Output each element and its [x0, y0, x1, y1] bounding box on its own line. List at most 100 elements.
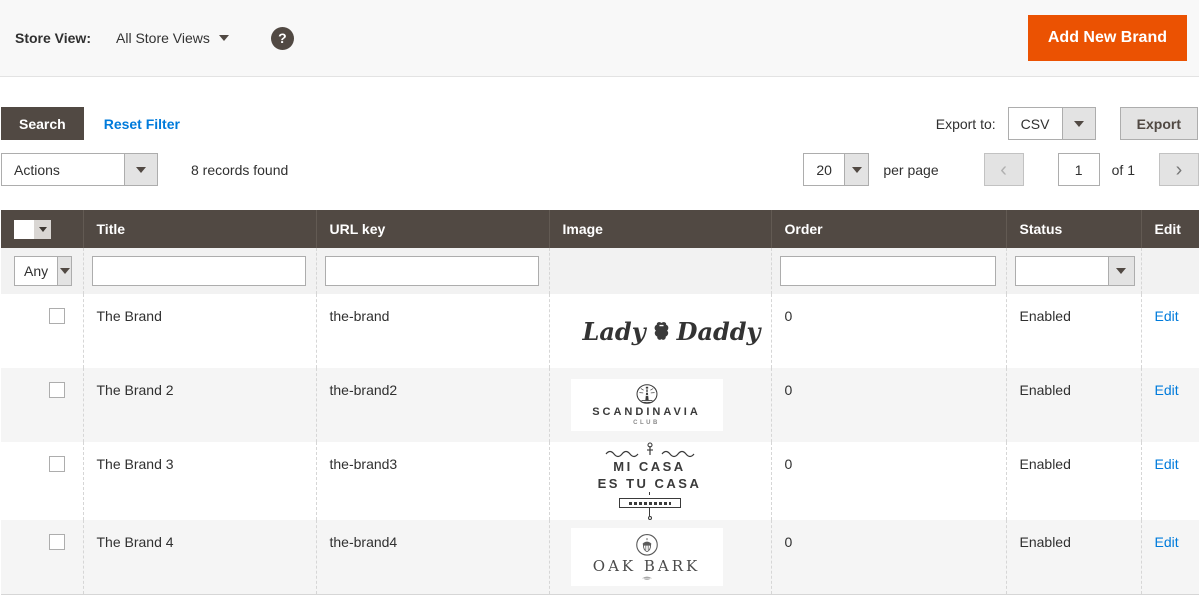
logo-line: CLUB [633, 420, 660, 426]
acorn-icon [635, 533, 658, 556]
row-checkbox[interactable] [49, 534, 65, 550]
help-icon[interactable]: ? [270, 26, 294, 50]
logo-line: MI CASA [613, 459, 686, 474]
search-toolbar: Search Reset Filter Export to: CSV Expor… [1, 107, 1199, 140]
search-button[interactable]: Search [1, 107, 84, 140]
title-filter-input[interactable] [91, 256, 306, 286]
page-number-input[interactable] [1057, 153, 1100, 186]
reset-filter-link[interactable]: Reset Filter [103, 115, 180, 132]
cell-status: Enabled [1005, 442, 1141, 520]
next-page-button[interactable]: › [1159, 153, 1199, 186]
logo-word: Lady [582, 316, 646, 346]
column-header-image[interactable]: Image [548, 210, 771, 248]
url-key-filter-input[interactable] [324, 256, 539, 286]
cell-status: Enabled [1005, 520, 1141, 594]
add-new-brand-button[interactable]: Add New Brand [1027, 15, 1187, 61]
select-all-checkbox[interactable] [14, 219, 34, 239]
cell-url-key: the-brand2 [315, 368, 549, 442]
row-checkbox[interactable] [49, 382, 65, 398]
actions-value: Actions [14, 161, 60, 178]
export-format-select[interactable]: CSV [1007, 107, 1096, 140]
cell-image: OAK BARK [548, 520, 771, 594]
grid-header-row: Title URL key Image Order Status Edit [1, 210, 1199, 248]
logo-line: ES TU CASA [597, 476, 702, 491]
chevron-down-icon [843, 154, 869, 185]
brand-logo-mi-casa: MI CASA ES TU CASA [595, 442, 705, 520]
logo-word: Daddy [676, 316, 761, 346]
store-view-label: Store View: [15, 30, 91, 46]
status-filter-value [1016, 257, 1034, 285]
leaf-icon [641, 576, 652, 581]
store-view-value: All Store Views [116, 30, 210, 46]
column-header-order[interactable]: Order [770, 210, 1006, 248]
logo-line: SCANDINAVIA [592, 406, 701, 418]
table-row: The Brand the-brand Lady Daddy 0 Enabled… [1, 294, 1199, 368]
per-page-select[interactable]: 20 [803, 153, 870, 186]
cell-order: 0 [770, 294, 1006, 368]
column-header-edit: Edit [1140, 210, 1199, 248]
actions-select[interactable]: Actions [1, 153, 158, 186]
edit-link[interactable]: Edit [1154, 308, 1179, 324]
pin-ornament [649, 492, 650, 495]
records-found-text: 8 records found [191, 161, 289, 178]
edit-link[interactable]: Edit [1154, 534, 1179, 550]
brands-grid: Title URL key Image Order Status Edit An… [1, 210, 1199, 595]
mass-filter-any-select[interactable]: Any [14, 256, 72, 286]
per-page-value: 20 [816, 161, 832, 178]
edit-link[interactable]: Edit [1154, 456, 1179, 472]
ribbon-box-ornament [618, 498, 681, 508]
table-row: The Brand 2 the-brand2 [1, 368, 1199, 442]
previous-page-button[interactable]: ‹ [983, 153, 1024, 186]
chevron-down-icon [1107, 257, 1134, 285]
export-format-value: CSV [1020, 115, 1050, 132]
cell-title: The Brand 4 [82, 520, 316, 594]
table-row: The Brand 4 the-brand4 OAK BARK [1, 520, 1199, 594]
brand-logo-scandinavia-club: SCANDINAVIA CLUB [570, 379, 723, 431]
cell-title: The Brand [82, 294, 316, 368]
page-header: Store View: All Store Views ? Add New Br… [0, 0, 1199, 77]
cell-image: SCANDINAVIA CLUB [548, 368, 771, 442]
table-row: The Brand 3 the-brand3 MI CASA ES TU CAS… [1, 442, 1199, 520]
logo-line: OAK BARK [592, 557, 701, 576]
mass-select-dropdown[interactable] [34, 219, 51, 239]
grid-filter-row: Any [1, 248, 1199, 294]
store-view-switcher[interactable]: All Store Views [116, 30, 229, 46]
cell-status: Enabled [1005, 368, 1141, 442]
grid-controls: Actions 8 records found 20 per page ‹ of… [1, 153, 1199, 186]
dot-ornament [647, 516, 652, 520]
order-filter-input[interactable] [779, 256, 996, 286]
pin-ornament [649, 508, 650, 516]
edit-link[interactable]: Edit [1154, 382, 1179, 398]
cell-url-key: the-brand [315, 294, 549, 368]
column-header-url-key[interactable]: URL key [315, 210, 549, 248]
row-checkbox[interactable] [49, 308, 65, 324]
row-checkbox[interactable] [49, 456, 65, 472]
chevron-down-icon [124, 154, 157, 185]
export-button[interactable]: Export [1119, 107, 1198, 140]
brand-logo-lady-daddy: Lady Daddy [583, 317, 761, 346]
column-header-title[interactable]: Title [82, 210, 316, 248]
total-pages-label: of 1 [1111, 161, 1135, 178]
leather-hide-icon [654, 321, 669, 340]
lighthouse-icon [636, 384, 657, 404]
cell-order: 0 [770, 520, 1006, 594]
status-filter-select[interactable] [1014, 256, 1135, 286]
select-all-header [1, 210, 83, 248]
cell-title: The Brand 2 [82, 368, 316, 442]
any-filter-value: Any [24, 263, 49, 279]
chevron-down-icon [57, 257, 71, 285]
column-header-status[interactable]: Status [1005, 210, 1141, 248]
chevron-down-icon [38, 226, 47, 232]
cell-url-key: the-brand3 [315, 442, 549, 520]
cell-order: 0 [770, 442, 1006, 520]
cell-title: The Brand 3 [82, 442, 316, 520]
brand-logo-oak-bark: OAK BARK [570, 527, 723, 586]
wave-ornament-icon [605, 442, 694, 458]
cell-order: 0 [770, 368, 1006, 442]
chevron-down-icon [1061, 108, 1095, 139]
per-page-label: per page [883, 161, 939, 178]
cell-image: MI CASA ES TU CASA [548, 442, 771, 520]
cell-url-key: the-brand4 [315, 520, 549, 594]
cell-status: Enabled [1005, 294, 1141, 368]
cell-image: Lady Daddy [548, 294, 771, 368]
